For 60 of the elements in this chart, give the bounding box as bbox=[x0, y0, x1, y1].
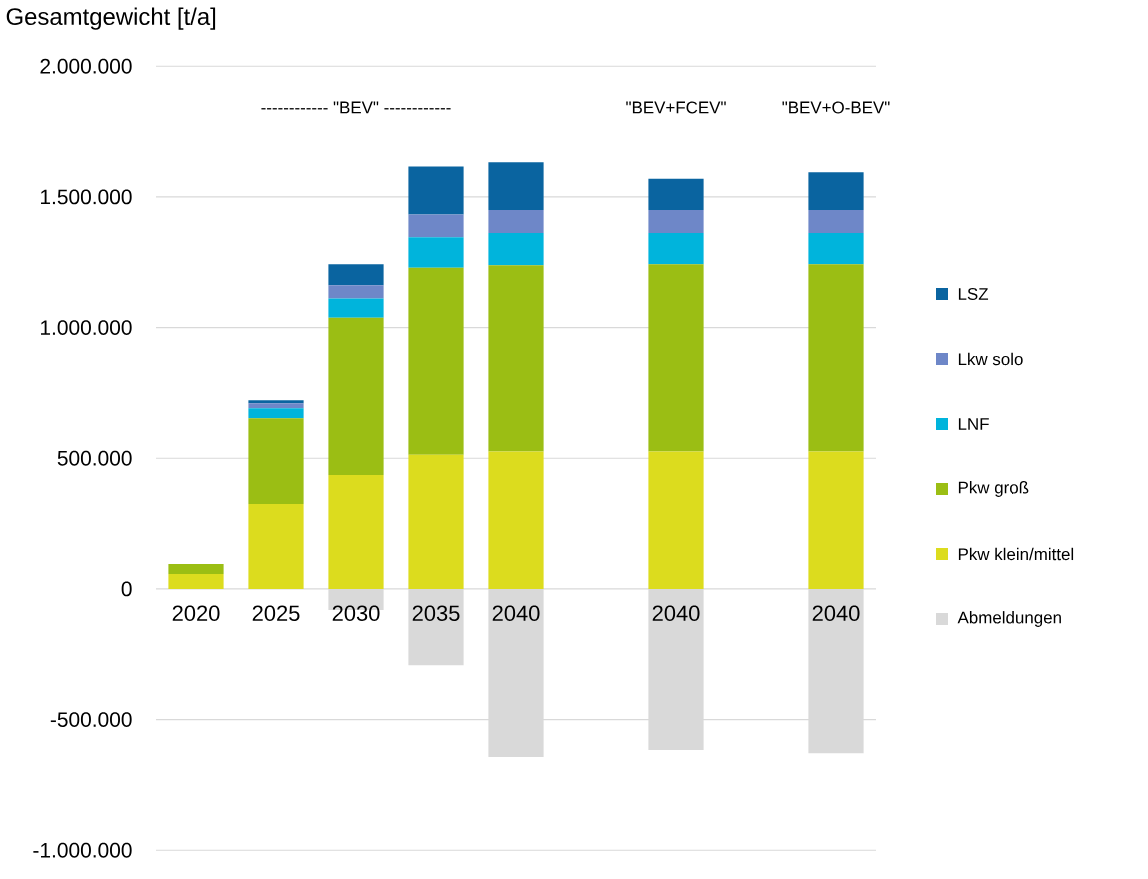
annotation: ------------ "BEV" ------------ bbox=[261, 101, 451, 114]
bar bbox=[808, 232, 864, 265]
x-tick-label: 2035 bbox=[412, 605, 460, 622]
y-tick-label: 1.000.000 bbox=[41, 320, 132, 335]
bar bbox=[488, 209, 544, 233]
bar bbox=[488, 451, 544, 589]
bar bbox=[808, 588, 864, 754]
bar bbox=[248, 418, 304, 504]
bar bbox=[408, 214, 464, 238]
x-tick-label: 2025 bbox=[252, 605, 300, 622]
bar bbox=[408, 237, 464, 268]
legend-label: Abmeldungen bbox=[957, 611, 1061, 627]
bar bbox=[808, 172, 864, 210]
y-tick-label: 2.000.000 bbox=[40, 58, 132, 74]
annotation: "BEV+FCEV" bbox=[626, 101, 726, 114]
bar bbox=[168, 564, 224, 575]
bar bbox=[328, 474, 384, 589]
bar bbox=[648, 178, 704, 210]
x-tick-label: 2040 bbox=[492, 605, 540, 622]
bar bbox=[328, 285, 384, 299]
bar bbox=[648, 264, 704, 452]
x-tick-label: 2030 bbox=[332, 605, 380, 622]
annotation: "BEV+O-BEV" bbox=[782, 101, 890, 114]
bar bbox=[248, 408, 304, 419]
y-tick-label: 500.000 bbox=[57, 450, 132, 466]
bar bbox=[408, 267, 464, 455]
bar bbox=[248, 503, 304, 589]
bar bbox=[408, 454, 464, 589]
bar bbox=[328, 264, 384, 286]
y-tick-label: 1.500.000 bbox=[41, 189, 132, 205]
bar bbox=[248, 403, 304, 409]
bar bbox=[248, 400, 304, 404]
legend-label: LSZ bbox=[958, 287, 989, 300]
y-tick-label: 0 bbox=[121, 581, 132, 597]
bar bbox=[488, 232, 544, 266]
legend-label: LNF bbox=[958, 418, 989, 430]
x-tick-label: 2020 bbox=[172, 605, 220, 622]
y-tick-label: -500.000 bbox=[50, 712, 132, 727]
bar bbox=[408, 166, 464, 215]
x-tick-label: 2040 bbox=[652, 605, 700, 622]
bar bbox=[648, 232, 704, 265]
bar bbox=[648, 451, 704, 589]
bar bbox=[488, 162, 544, 210]
y-axis-title: Gesamtgewicht [t/a] bbox=[6, 7, 216, 30]
bar bbox=[328, 298, 384, 318]
legend-label: Lkw solo bbox=[958, 352, 1023, 366]
bar bbox=[648, 588, 704, 750]
bar bbox=[168, 574, 224, 589]
bar bbox=[408, 588, 464, 666]
legend-label: Pkw klein/mittel bbox=[958, 547, 1074, 561]
bar bbox=[648, 209, 704, 233]
y-tick-label: -1.000.000 bbox=[33, 842, 132, 858]
bar bbox=[328, 317, 384, 475]
bar bbox=[808, 451, 864, 589]
bar bbox=[488, 265, 544, 452]
bar bbox=[808, 209, 864, 233]
legend-label: Pkw groß bbox=[958, 481, 1029, 497]
bar bbox=[488, 588, 544, 757]
bar bbox=[808, 264, 864, 452]
x-tick-label: 2040 bbox=[812, 605, 860, 622]
